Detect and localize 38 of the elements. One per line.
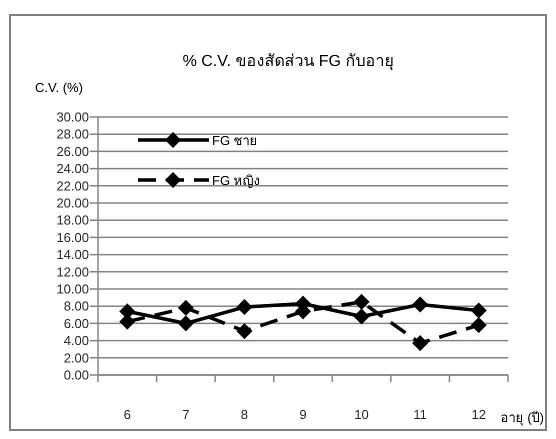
x-tick-label: 10 xyxy=(354,407,369,422)
y-tick-label: 6.00 xyxy=(64,316,89,331)
point xyxy=(178,315,194,332)
y-tick-label: 12.00 xyxy=(56,264,89,280)
point xyxy=(354,308,370,325)
point xyxy=(354,294,370,310)
y-tick-label: 18.00 xyxy=(56,212,89,228)
y-tick-label: 20.00 xyxy=(56,196,89,210)
point xyxy=(470,317,487,334)
y-tick-label: 26.00 xyxy=(56,144,89,159)
y-tick-label: 22.00 xyxy=(56,178,89,194)
chart-title: % C.V. ของสัดส่วน FG กับอายุ xyxy=(182,53,394,71)
point xyxy=(412,296,428,312)
y-tick-label: 8.00 xyxy=(64,298,89,314)
y-tick-label: 10.00 xyxy=(56,282,89,296)
x-tick-label: 12 xyxy=(471,407,486,422)
point xyxy=(236,299,252,316)
x-tick-label: 11 xyxy=(413,407,427,422)
y-tick-label: 30.00 xyxy=(56,110,89,124)
x-tick-label: 6 xyxy=(124,407,131,422)
point xyxy=(470,302,487,318)
y-tick-label: 2.00 xyxy=(64,350,89,366)
legend-label: FG หญิง xyxy=(212,173,260,188)
x-axis-title: อายุ (ปี) xyxy=(500,410,544,426)
y-tick-label: 16.00 xyxy=(56,230,89,245)
x-tick-label: 7 xyxy=(182,407,190,422)
y-tick-label: 4.00 xyxy=(64,333,89,348)
x-tick-label: 9 xyxy=(299,407,307,422)
y-axis-title: C.V. (%) xyxy=(35,80,83,95)
y-tick-label: 28.00 xyxy=(56,126,89,142)
point xyxy=(412,335,428,352)
point xyxy=(178,300,194,316)
point xyxy=(236,323,252,340)
x-tick-label: 8 xyxy=(240,407,248,422)
y-tick-label: 14.00 xyxy=(56,247,89,262)
y-tick-label: 24.00 xyxy=(56,161,89,176)
y-tick-label: 0.00 xyxy=(64,368,89,382)
legend-label: FG ชาย xyxy=(212,133,258,148)
